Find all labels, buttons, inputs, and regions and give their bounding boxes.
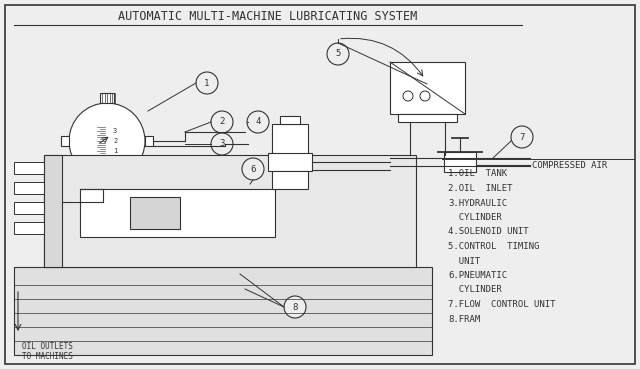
Text: 8: 8 (292, 303, 298, 311)
Bar (268, 153, 312, 171)
Bar (44, 155, 62, 267)
Circle shape (511, 126, 533, 148)
Bar (61, 136, 69, 146)
Text: 4.SOLENOID UNIT: 4.SOLENOID UNIT (448, 228, 529, 237)
Bar (14, 222, 49, 234)
Text: COMPRESSED AIR: COMPRESSED AIR (532, 161, 607, 169)
Circle shape (242, 158, 264, 180)
Text: 2: 2 (113, 138, 117, 144)
Text: 2.OIL  INLET: 2.OIL INLET (448, 184, 513, 193)
Bar (44, 155, 416, 267)
Bar (130, 197, 180, 229)
Text: 3: 3 (220, 139, 225, 148)
Text: 1: 1 (204, 79, 210, 87)
Text: 7: 7 (519, 132, 525, 141)
Text: 6.PNEUMATIC: 6.PNEUMATIC (448, 271, 507, 280)
Bar (14, 182, 49, 194)
Bar (102, 179, 112, 191)
Text: UNIT: UNIT (448, 256, 480, 266)
Text: OIL OUTLETS
TO MACHINES: OIL OUTLETS TO MACHINES (22, 342, 73, 361)
Bar (272, 124, 308, 154)
Text: CYLINDER: CYLINDER (448, 213, 502, 222)
Text: 3.HYDRAULIC: 3.HYDRAULIC (448, 199, 507, 207)
Circle shape (420, 91, 430, 101)
Text: 1: 1 (113, 148, 117, 154)
Bar (100, 191, 114, 197)
Bar (14, 202, 49, 214)
Circle shape (327, 43, 349, 65)
Text: 8.FRAM: 8.FRAM (448, 314, 480, 324)
Bar (280, 116, 300, 124)
Circle shape (247, 111, 269, 133)
Bar (100, 93, 114, 103)
Bar (390, 62, 465, 114)
Circle shape (211, 111, 233, 133)
Bar (14, 162, 49, 174)
Bar (398, 114, 457, 122)
Bar (444, 152, 476, 172)
Bar (272, 171, 308, 189)
Circle shape (196, 72, 218, 94)
Bar (145, 136, 153, 146)
Text: 7.FLOW  CONTROL UNIT: 7.FLOW CONTROL UNIT (448, 300, 556, 309)
Text: CYLINDER: CYLINDER (448, 286, 502, 294)
Text: 5.CONTROL  TIMING: 5.CONTROL TIMING (448, 242, 540, 251)
Text: 1.OIL  TANK: 1.OIL TANK (448, 169, 507, 179)
Circle shape (211, 133, 233, 155)
Circle shape (69, 103, 145, 179)
Text: 6: 6 (250, 165, 256, 173)
Text: 2: 2 (220, 117, 225, 127)
Text: 5: 5 (335, 49, 340, 59)
Circle shape (284, 296, 306, 318)
Bar (14, 267, 432, 355)
Text: 3: 3 (113, 128, 117, 134)
Bar (80, 189, 275, 237)
Text: AUTOMATIC MULTI-MACHINE LUBRICATING SYSTEM: AUTOMATIC MULTI-MACHINE LUBRICATING SYST… (118, 10, 418, 24)
Text: 4: 4 (255, 117, 260, 127)
Circle shape (403, 91, 413, 101)
